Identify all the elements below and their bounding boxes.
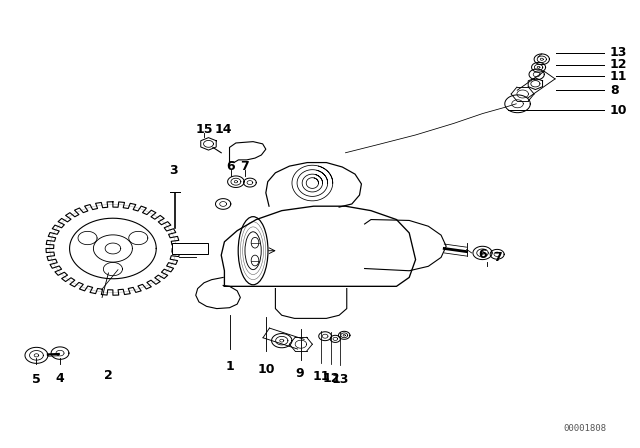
Text: 13: 13 <box>332 373 349 386</box>
Text: 11: 11 <box>312 370 330 383</box>
Text: 7: 7 <box>241 159 249 172</box>
Text: 13: 13 <box>610 46 627 59</box>
Text: 12: 12 <box>610 58 627 71</box>
Text: 00001808: 00001808 <box>563 424 606 433</box>
Text: 9: 9 <box>295 367 304 380</box>
Text: 12: 12 <box>323 372 340 385</box>
Text: 10: 10 <box>257 363 275 376</box>
Text: 14: 14 <box>214 123 232 136</box>
Text: 3: 3 <box>169 164 178 177</box>
Polygon shape <box>172 243 209 254</box>
Text: 15: 15 <box>195 123 212 136</box>
Text: 6: 6 <box>478 248 487 261</box>
Text: 4: 4 <box>56 372 65 385</box>
Text: 10: 10 <box>610 103 627 116</box>
Text: 1: 1 <box>225 360 234 373</box>
Text: 2: 2 <box>104 369 113 382</box>
Text: 5: 5 <box>32 373 41 386</box>
Text: 6: 6 <box>227 159 235 172</box>
Text: 8: 8 <box>610 84 619 97</box>
Text: 7: 7 <box>493 251 502 264</box>
Text: 11: 11 <box>610 70 627 83</box>
